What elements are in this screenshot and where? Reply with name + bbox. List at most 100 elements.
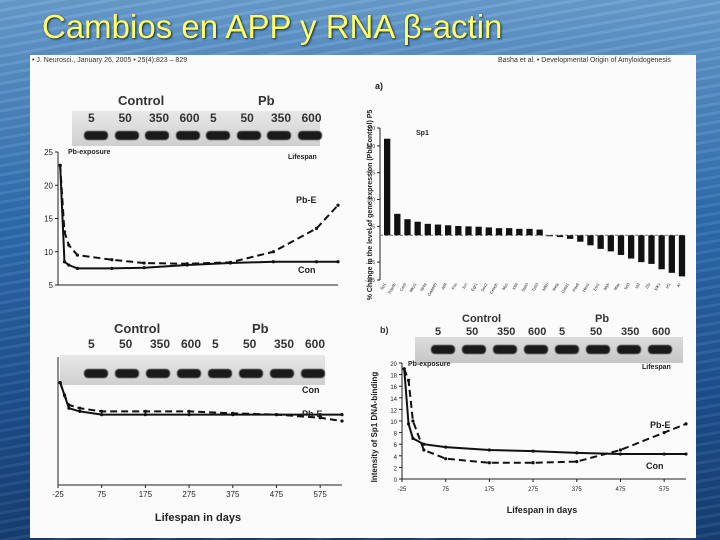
bottom-blot-dose-label: 50 — [243, 337, 257, 351]
right-blot-dose-label: 600 — [528, 326, 547, 338]
top-left-chart-point — [67, 263, 71, 267]
panel-b-chart-x-tick-label: 575 — [659, 487, 670, 493]
right-blot-dose-label: 50 — [466, 326, 479, 338]
bar — [658, 235, 665, 270]
bottom-left-chart-point — [100, 409, 104, 413]
top-left-chart-point — [75, 266, 79, 270]
bar-category-label: Atf4 — [440, 281, 448, 290]
right-blot-band — [524, 345, 548, 354]
bar-category-label: Rela — [551, 281, 560, 291]
bar — [485, 227, 492, 236]
panel-b-chart-series-label: Con — [646, 461, 664, 471]
top-left-chart-y-tick-label: 5 — [49, 281, 54, 290]
bar-category-label: Gadd45 — [426, 281, 438, 296]
panel-b-chart-annotation: Pb-exposure — [408, 361, 451, 368]
bottom-blot-band — [146, 369, 170, 378]
bar-category-label: Zfp — [644, 281, 652, 289]
panel-b-chart-x-tick-label: 475 — [615, 487, 626, 493]
panel-b-chart-point — [406, 422, 411, 426]
bar-category-label: Klf4 — [511, 281, 519, 290]
top-blot-dose-label: 350 — [271, 111, 292, 125]
bottom-left-chart-x-tick-label: -25 — [52, 490, 64, 499]
bottom-left-chart-point — [67, 406, 71, 410]
bottom-blot-dose-label: 5 — [88, 337, 95, 351]
bar — [424, 223, 431, 236]
panel-b-chart-y-tick-label: 12 — [390, 408, 397, 414]
panel-b-chart-y-tick-label: 0 — [394, 478, 398, 484]
top-blot-dose-label: 50 — [118, 111, 132, 125]
panel-b-chart-point — [444, 457, 448, 461]
top-blot-band — [175, 131, 200, 140]
bottom-blot-dose-label: 350 — [150, 337, 171, 351]
top-blot-dose-label: 600 — [301, 111, 322, 125]
bottom-left-chart-point — [143, 409, 147, 413]
blot-group-control: Control — [118, 93, 165, 108]
bottom-left-chart-point — [340, 419, 344, 423]
panel-b-chart-x-tick-label: 175 — [484, 487, 495, 493]
panel-b-chart-point — [684, 452, 688, 456]
bar-category-label: Stat3 — [520, 281, 529, 292]
panel-b-chart-y-tick-label: 14 — [390, 397, 397, 403]
right-blot-band — [617, 345, 641, 354]
right-blot-dose-label: 5 — [559, 326, 566, 338]
top-left-chart-point — [314, 260, 319, 264]
bottom-left-chart-point — [318, 413, 322, 417]
right-blot-band — [555, 345, 579, 354]
right-blot-band — [462, 345, 486, 354]
bar-category-label: Tcf3 — [623, 281, 631, 291]
panel-b-chart-y-tick-label: 20 — [390, 362, 397, 368]
top-blot-band — [267, 131, 291, 140]
bar — [648, 235, 655, 264]
bar — [445, 225, 452, 236]
top-blot-dose-label: 350 — [149, 111, 170, 125]
panel-b-chart-annotation: Lifespan — [642, 364, 671, 371]
bar-category-label: Fos — [450, 282, 458, 290]
bar-chart-y-tick-label: -125 — [365, 278, 375, 284]
blot-group-pb: Pb — [258, 93, 275, 108]
top-blot-dose-label: 5 — [210, 111, 217, 125]
top-left-chart-y-tick-label: 25 — [44, 148, 53, 157]
bar-category-label: Myc — [501, 282, 509, 291]
panel-b-chart-point — [531, 461, 535, 465]
bar — [516, 228, 523, 236]
panel-b-chart-y-tick-label: 10 — [390, 420, 397, 426]
bottom-blot-dose-label: 50 — [119, 337, 133, 351]
bottom-blot-band — [84, 369, 108, 378]
bottom-left-chart-series-label: Con — [302, 385, 320, 395]
panel-b-chart-point — [487, 448, 491, 452]
bar-category-label: Nfkb — [541, 281, 550, 291]
panel-b-chart-x-axis-label: Lifespan in days — [507, 505, 578, 515]
bar-category-label: Jun — [461, 282, 469, 290]
top-left-chart-series-label: Con — [298, 265, 316, 275]
panel-b-chart-y-tick-label: 2 — [394, 466, 398, 472]
panel-b-chart-point — [406, 378, 411, 382]
top-blot-band — [236, 131, 261, 140]
bottom-blot-band — [301, 369, 325, 378]
top-blot-band — [206, 131, 230, 140]
bottom-left-chart-x-tick-label: 75 — [97, 490, 106, 499]
bottom-blot-band — [177, 369, 201, 378]
bar — [434, 224, 442, 236]
bottom-left-chart-x-axis-label: Lifespan in days — [155, 512, 241, 524]
bar-category-label: Irf1 — [664, 281, 672, 289]
panel-b-chart-point — [402, 367, 406, 371]
top-blot-dose-label: 5 — [88, 111, 95, 125]
bottom-blot-band — [239, 369, 263, 378]
bar-category-label: Gata1 — [560, 281, 570, 294]
panel-b-chart-point — [662, 431, 666, 435]
bottom-blot-dose-label: 350 — [274, 337, 295, 351]
top-left-chart-point — [142, 261, 146, 265]
blot2-group-pb: Pb — [252, 321, 269, 336]
bar-category-label: Myb — [602, 281, 610, 291]
bar — [678, 235, 686, 277]
bar-category-label: Id2 — [634, 281, 641, 289]
bottom-left-chart-x-tick-label: 275 — [182, 490, 196, 499]
bar — [394, 213, 401, 236]
figure-panel: • J. Neurosci., January 26, 2005 • 25(4)… — [30, 55, 696, 538]
bar-chart-y-axis-label: % Change in the level of gene expression… — [367, 110, 374, 301]
top-left-chart-series-pbe — [59, 165, 339, 265]
bar — [587, 235, 594, 246]
top-left-chart-point — [271, 250, 275, 254]
bar-chart-y-tick-label: -75 — [368, 260, 375, 266]
panel-b-chart-point — [422, 448, 426, 452]
